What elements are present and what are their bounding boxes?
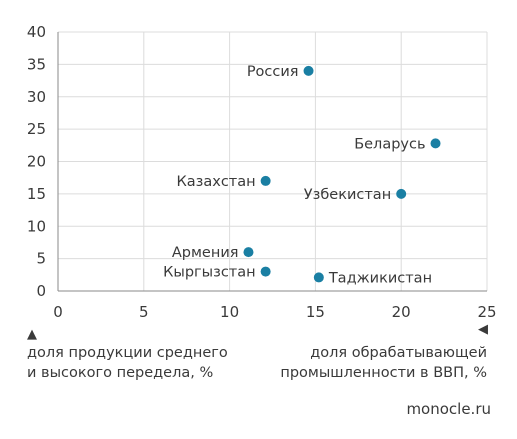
- data-point: [260, 175, 271, 186]
- point-label: Кыргызстан: [163, 265, 256, 281]
- x-tick-label: 25: [477, 303, 496, 321]
- data-point: [243, 247, 254, 258]
- point-labels: Россия Беларусь Казахстан Узбекистан Армения…: [163, 64, 432, 287]
- point-label: Армения: [172, 245, 239, 261]
- y-tick-label: 30: [27, 88, 46, 106]
- x-tick-label: 5: [139, 303, 149, 321]
- y-tick-label: 15: [27, 185, 46, 203]
- y-tick-label: 40: [27, 23, 46, 41]
- y-tick-label: 20: [27, 153, 46, 171]
- y-tick-label: 25: [27, 120, 46, 138]
- x-tick-label: 15: [306, 303, 325, 321]
- data-points: [243, 65, 441, 283]
- point-label: Казахстан: [176, 174, 255, 190]
- y-axis-arrow-icon: ◀: [478, 322, 488, 337]
- point-label: Беларусь: [354, 136, 425, 152]
- x-tick-label: 0: [53, 303, 63, 321]
- data-point: [313, 272, 324, 283]
- point-label: Россия: [247, 64, 299, 80]
- y-axis-caption: доля обрабатывающей промышленности в ВВП…: [280, 345, 487, 381]
- y-tick-label: 35: [27, 55, 46, 73]
- data-point: [430, 138, 441, 149]
- x-tick-label: 20: [392, 303, 411, 321]
- y-tick-label: 10: [27, 217, 46, 235]
- y-tick-labels: 0 5 10 15 20 25 30 35 40: [27, 23, 46, 300]
- axes: [57, 32, 487, 292]
- x-axis-caption: доля продукции среднего и высокого перед…: [27, 345, 228, 381]
- y-tick-label: 0: [36, 282, 46, 300]
- data-point: [260, 266, 271, 277]
- data-point: [303, 65, 314, 76]
- x-axis-arrow-icon: ▲: [27, 327, 37, 342]
- scatter-plot: 0 5 10 15 20 25 30 35 40 0 5 10 15 20 25 Россия Белару…: [27, 23, 497, 321]
- point-label: Таджикистан: [328, 270, 432, 286]
- x-tick-labels: 0 5 10 15 20 25: [53, 303, 496, 321]
- point-label: Узбекистан: [304, 187, 391, 203]
- source-credit: monocle.ru: [406, 400, 491, 418]
- grid: [58, 31, 488, 291]
- x-tick-label: 10: [220, 303, 239, 321]
- y-tick-label: 5: [36, 250, 46, 268]
- data-point: [396, 188, 407, 199]
